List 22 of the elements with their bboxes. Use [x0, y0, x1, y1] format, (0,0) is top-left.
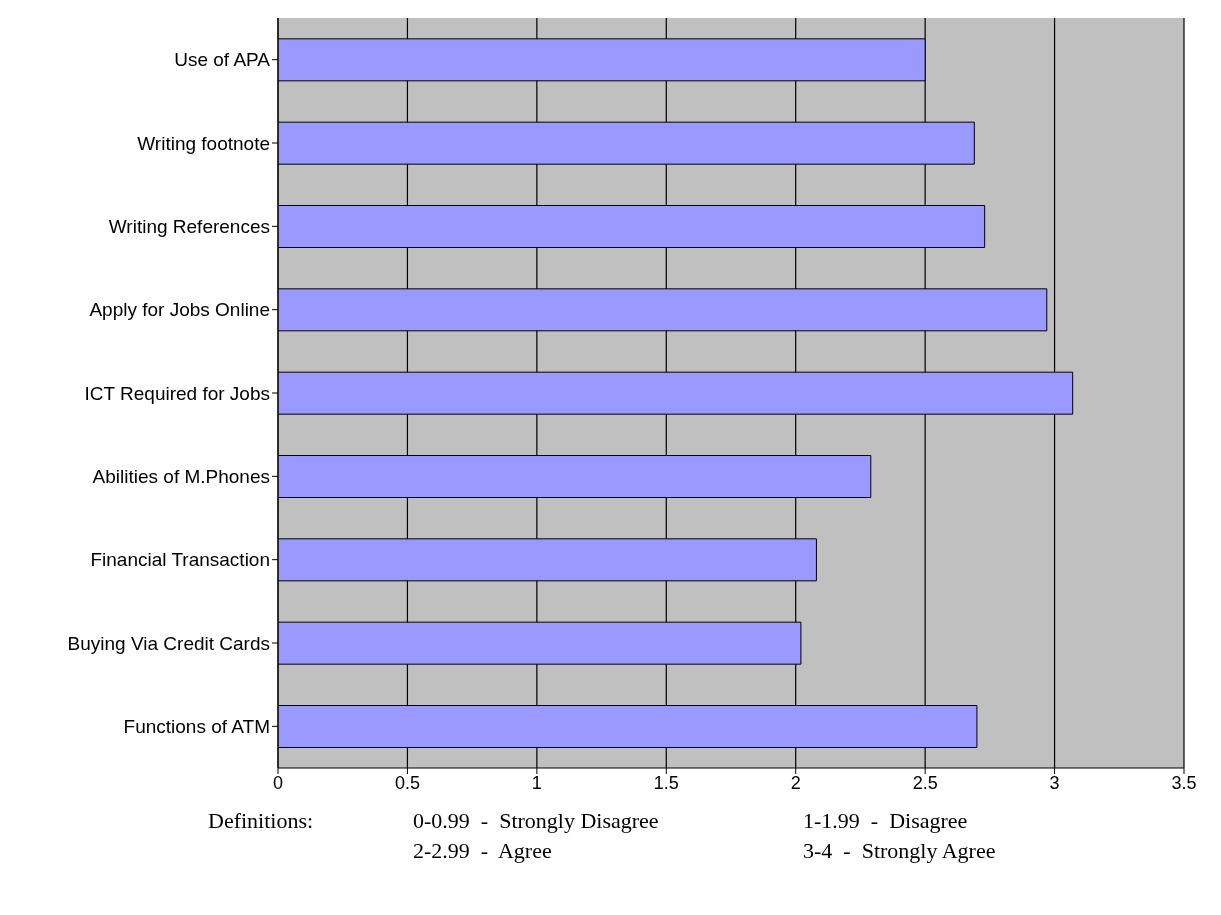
y-tick-label: Use of APA: [174, 49, 271, 71]
x-tick-label: 3.5: [1171, 772, 1197, 793]
y-tick-label: ICT Required for Jobs: [84, 382, 270, 404]
text: 3-4 - Strongly Agree: [803, 838, 997, 864]
x-tick-label: 2.5: [912, 772, 938, 793]
y-tick-label: Functions of ATM: [123, 716, 270, 738]
y-tick-label: Buying Via Credit Cards: [67, 632, 270, 654]
y-tick-label: Abilities of M.Phones: [92, 466, 270, 488]
x-tick-label: 0.5: [394, 772, 420, 793]
text: 1-1.99 - Disagree: [803, 808, 969, 834]
text: Definitions:: [208, 808, 315, 834]
x-tick-label: 3: [1049, 772, 1060, 793]
y-tick-label: Financial Transaction: [90, 549, 270, 571]
x-tick-label: 1.5: [653, 772, 679, 793]
y-tick-label: Apply for Jobs Online: [89, 299, 270, 321]
y-tick-label: Writing References: [108, 216, 270, 238]
x-tick-label: 0: [272, 772, 284, 793]
y-tick-label: Writing footnote: [137, 132, 270, 154]
text: 2-2.99 - Agree: [413, 838, 553, 864]
text: 0-0.99 - Strongly Disagree: [413, 808, 660, 834]
x-tick-label: 1: [531, 772, 542, 793]
x-tick-label: 2: [790, 772, 801, 793]
